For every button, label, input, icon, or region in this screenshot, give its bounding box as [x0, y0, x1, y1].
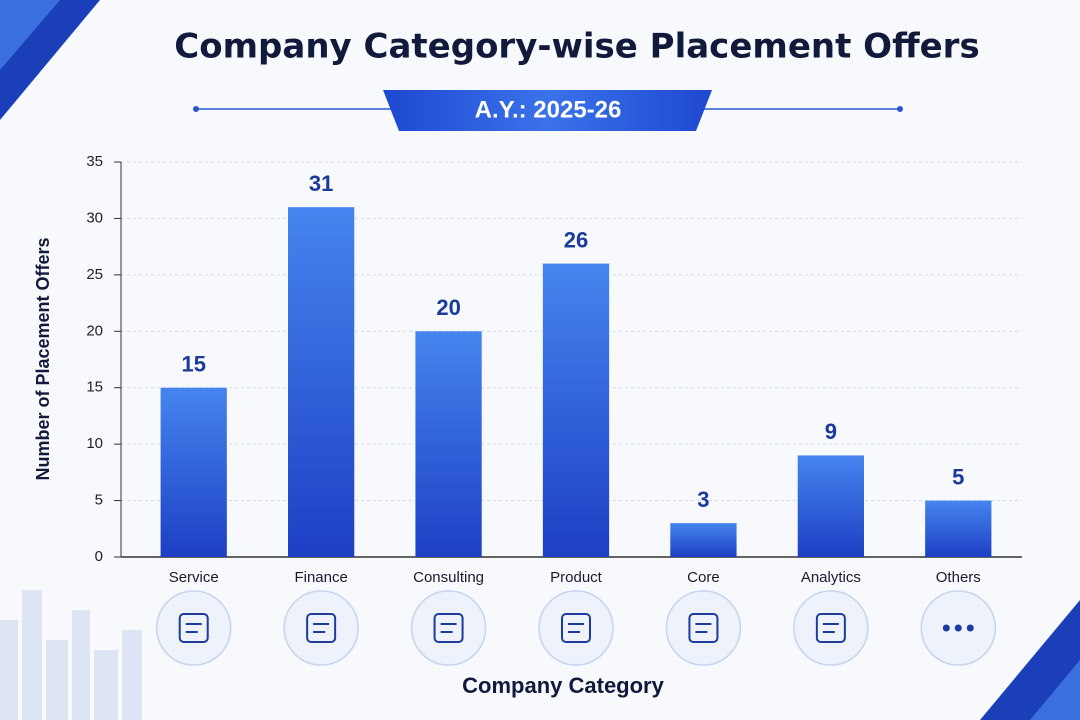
category-icon [561, 613, 591, 643]
category-icon-badge [283, 590, 359, 666]
bar [415, 331, 482, 557]
category-icon [815, 613, 846, 643]
corner-decoration [1030, 660, 1080, 720]
bar [542, 263, 610, 557]
value-label: 9 [825, 419, 837, 444]
icon-dot [954, 624, 962, 632]
icon-glyph [178, 613, 209, 643]
value-label: 15 [181, 352, 205, 377]
x-tick-label: Product [550, 569, 603, 586]
category-icon-badge [538, 590, 614, 666]
x-tick-label: Analytics [801, 569, 861, 586]
x-tick-label: Finance [294, 569, 347, 586]
category-icon-badge [793, 590, 869, 666]
value-label: 20 [436, 295, 460, 320]
subtitle-badge [383, 90, 712, 131]
category-icon [178, 613, 209, 643]
chart-subtitle: A.Y.: 2025-26 [475, 96, 622, 123]
subtitle-rule-dot [193, 106, 199, 112]
bar [160, 387, 227, 557]
bar [925, 500, 992, 557]
bar [797, 455, 864, 557]
x-axis-label: Company Category [462, 673, 664, 698]
corner-decoration [0, 0, 60, 70]
subtitle-rule-dot [897, 106, 903, 112]
bar [670, 523, 737, 557]
value-label: 3 [697, 487, 709, 512]
icon-glyph [688, 613, 719, 643]
icon-glyph [306, 613, 337, 643]
y-tick-label: 25 [86, 266, 103, 283]
value-label: 5 [952, 464, 964, 489]
category-icon-badge [665, 590, 742, 666]
x-tick-label: Consulting [413, 569, 484, 586]
y-axis-label: Number of Placement Offers [33, 237, 53, 480]
y-tick-label: 5 [95, 492, 103, 509]
category-icon [688, 613, 719, 643]
category-icon [433, 613, 464, 643]
x-tick-label: Others [936, 569, 981, 586]
category-icon-badge [410, 590, 487, 666]
icon-glyph [815, 613, 846, 643]
icon-glyph [561, 613, 591, 643]
category-icon [306, 613, 337, 643]
y-tick-label: 15 [86, 379, 103, 396]
category-icon [942, 624, 974, 632]
y-tick-label: 30 [86, 209, 103, 226]
x-tick-label: Service [169, 569, 219, 586]
y-tick-label: 10 [86, 435, 103, 452]
chart-title: Company Category-wise Placement Offers [174, 27, 979, 67]
x-tick-label: Core [687, 569, 720, 586]
icon-dot [942, 624, 950, 632]
skyline-decoration [0, 590, 142, 720]
value-label: 31 [309, 171, 333, 196]
icon-dot [966, 624, 974, 632]
y-tick-label: 20 [86, 322, 103, 339]
value-label: 26 [564, 227, 588, 252]
y-tick-label: 35 [86, 153, 103, 170]
icon-glyph [433, 613, 464, 643]
y-tick-label: 0 [95, 548, 103, 565]
category-icon-badge [155, 590, 232, 666]
bar [288, 207, 355, 557]
